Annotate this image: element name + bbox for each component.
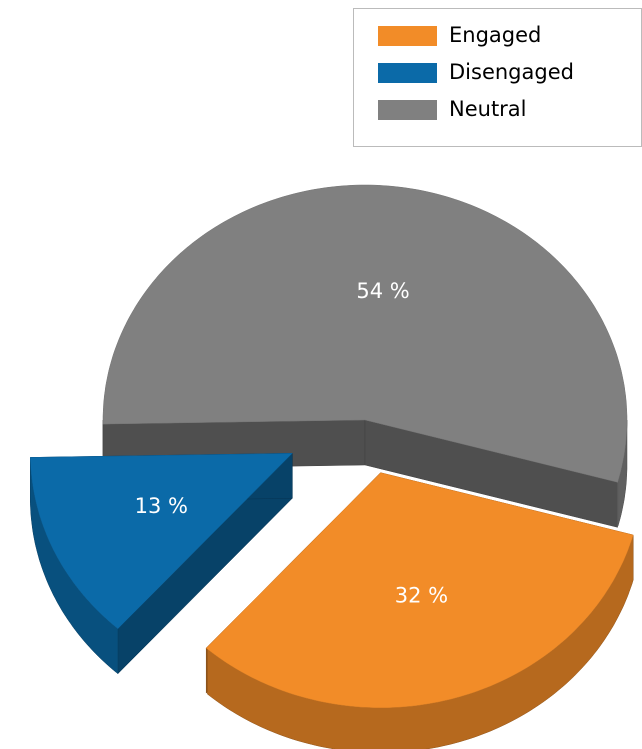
slice-label: 54 % [356,279,409,303]
legend-swatch [378,26,437,46]
legend-label: Engaged [449,23,541,47]
legend-label: Disengaged [449,60,574,84]
slice-top [102,184,628,483]
slice-top [205,472,634,708]
slice-label: 32 % [395,584,448,608]
slice-label: 13 % [135,494,188,518]
legend-swatch [378,100,437,120]
legend-swatch [378,63,437,83]
legend: Engaged Disengaged Neutral [378,23,574,121]
slice-top [30,453,293,630]
legend-label: Neutral [449,97,527,121]
pie: 54 % 13 % 32 % [30,184,634,749]
